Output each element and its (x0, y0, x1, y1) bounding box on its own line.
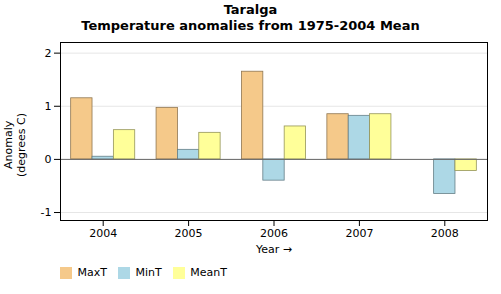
svg-text:0: 0 (45, 153, 52, 166)
svg-text:2: 2 (45, 47, 52, 60)
html-text:MaxT: MaxT (77, 266, 107, 279)
svg-text:Year →: Year → (255, 243, 292, 256)
svg-text:2007: 2007 (345, 227, 373, 240)
svg-text:2006: 2006 (260, 227, 288, 240)
svg-text:-1: -1 (41, 206, 52, 219)
html-text:MinT: MinT (135, 266, 162, 279)
html-text:MeanT: MeanT (190, 266, 227, 279)
svg-text:2005: 2005 (175, 227, 203, 240)
svg-text:1: 1 (45, 100, 52, 113)
html-text:Anomaly (degrees C): Anomaly (degrees C) (2, 113, 28, 177)
svg-text:2004: 2004 (89, 227, 117, 240)
html-text:Taralga Temperature anomalies: Taralga Temperature anomalies from 1975-… (81, 2, 420, 33)
svg-text:2008: 2008 (431, 227, 459, 240)
